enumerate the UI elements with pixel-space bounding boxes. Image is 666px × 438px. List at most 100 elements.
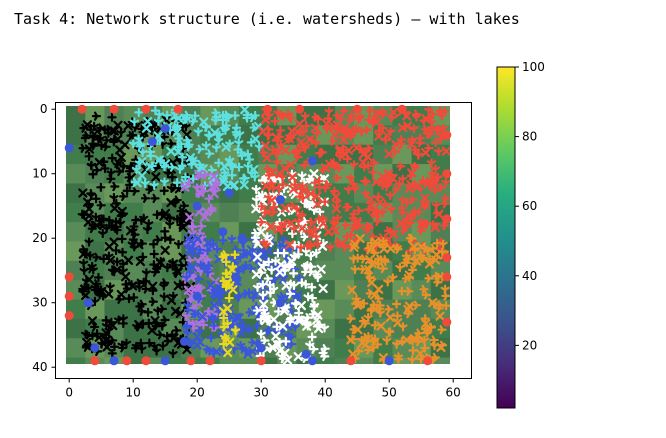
flow-arrow — [212, 291, 222, 301]
lake-marker — [237, 233, 247, 243]
flow-arrow — [426, 323, 436, 333]
flow-arrow — [194, 326, 204, 336]
outlet-marker — [384, 356, 394, 366]
flow-arrow — [294, 308, 304, 318]
flow-arrow — [157, 321, 167, 331]
flow-arrow — [320, 163, 330, 173]
outlet-marker — [442, 169, 452, 179]
flow-arrow — [173, 147, 183, 157]
flow-arrow — [79, 244, 89, 254]
flow-arrow — [244, 154, 255, 165]
flow-arrow — [315, 207, 325, 217]
flow-arrow — [286, 133, 296, 143]
x-tick-label: 60 — [446, 386, 461, 400]
terrain-cell — [219, 357, 240, 364]
flow-arrow — [107, 348, 117, 358]
flow-arrow — [375, 197, 385, 208]
flow-arrow — [298, 127, 309, 137]
flow-arrow — [396, 218, 406, 228]
flow-arrow — [437, 340, 448, 350]
flow-arrow — [302, 317, 312, 327]
terrain-cell — [66, 222, 86, 242]
flow-arrow — [287, 172, 298, 182]
flow-arrow — [271, 331, 281, 341]
flow-arrow — [137, 170, 147, 181]
flow-arrow — [195, 160, 205, 170]
flow-arrow — [201, 122, 212, 132]
y-tick-label: 20 — [32, 231, 47, 245]
flow-arrow — [137, 306, 147, 316]
flow-arrow — [363, 312, 373, 322]
terrain-cell — [219, 202, 240, 223]
flow-arrow — [162, 331, 172, 341]
flow-arrow — [320, 344, 330, 354]
flow-arrow — [159, 177, 170, 187]
flow-arrow — [394, 179, 405, 189]
flow-arrow — [346, 314, 356, 324]
flow-arrow — [383, 277, 393, 287]
flow-arrow — [195, 144, 205, 154]
flow-arrow — [91, 111, 102, 121]
flow-arrow — [87, 316, 98, 326]
flow-arrow — [162, 263, 172, 273]
flow-arrow — [416, 354, 426, 364]
y-tick-label: 40 — [32, 360, 47, 374]
flow-arrow — [135, 301, 145, 312]
flow-arrow — [235, 340, 246, 351]
flow-arrow — [218, 115, 228, 125]
flow-arrow — [137, 124, 147, 134]
flow-arrow — [153, 116, 163, 126]
flow-arrow — [293, 351, 303, 362]
flow-arrow — [420, 147, 431, 158]
flow-arrow — [111, 217, 121, 227]
flow-arrow — [192, 332, 202, 342]
flow-arrow — [260, 140, 270, 151]
lake-marker — [90, 343, 100, 353]
flow-arrow — [320, 197, 330, 207]
outlet-marker — [442, 317, 452, 327]
flow-arrow — [261, 240, 271, 250]
flow-arrow — [109, 126, 119, 136]
flow-arrow — [252, 252, 263, 262]
flow-arrow — [259, 148, 269, 158]
flow-arrow — [137, 238, 147, 249]
flow-arrow — [399, 225, 409, 236]
flow-arrow — [426, 158, 437, 168]
outlet-marker — [263, 104, 273, 114]
flow-arrow — [313, 114, 323, 124]
x-tick-label: 30 — [254, 386, 269, 400]
flow-arrow — [198, 320, 209, 330]
flow-arrow — [419, 335, 429, 345]
flow-arrow — [441, 301, 450, 311]
flow-arrow — [145, 161, 155, 172]
flow-arrow — [345, 126, 355, 136]
flow-arrow — [81, 249, 91, 259]
flow-arrow — [331, 204, 341, 214]
flow-arrow — [205, 149, 215, 159]
lake-marker — [275, 195, 285, 205]
flow-arrow — [201, 207, 212, 217]
flow-arrow — [347, 285, 357, 295]
flow-arrow — [136, 215, 147, 226]
flow-arrow — [128, 226, 138, 236]
flow-arrow — [86, 161, 96, 171]
flow-arrow — [330, 219, 340, 229]
flow-arrow — [374, 284, 384, 294]
flow-arrow — [258, 126, 268, 136]
outlet-marker — [64, 143, 74, 153]
flow-arrow — [89, 141, 99, 151]
flow-arrow — [197, 221, 207, 231]
flow-arrow — [82, 131, 92, 141]
flow-arrow — [148, 297, 158, 307]
flow-arrow — [365, 273, 375, 283]
flow-arrow — [319, 323, 330, 333]
flow-arrow — [182, 328, 193, 338]
flow-arrow — [404, 286, 414, 296]
flow-arrow — [224, 157, 234, 168]
flow-arrow — [415, 138, 425, 148]
flow-arrow — [78, 284, 88, 294]
flow-arrow — [155, 257, 165, 267]
flow-arrow — [408, 345, 418, 356]
flow-arrow — [316, 264, 326, 274]
flow-arrow — [440, 284, 450, 294]
